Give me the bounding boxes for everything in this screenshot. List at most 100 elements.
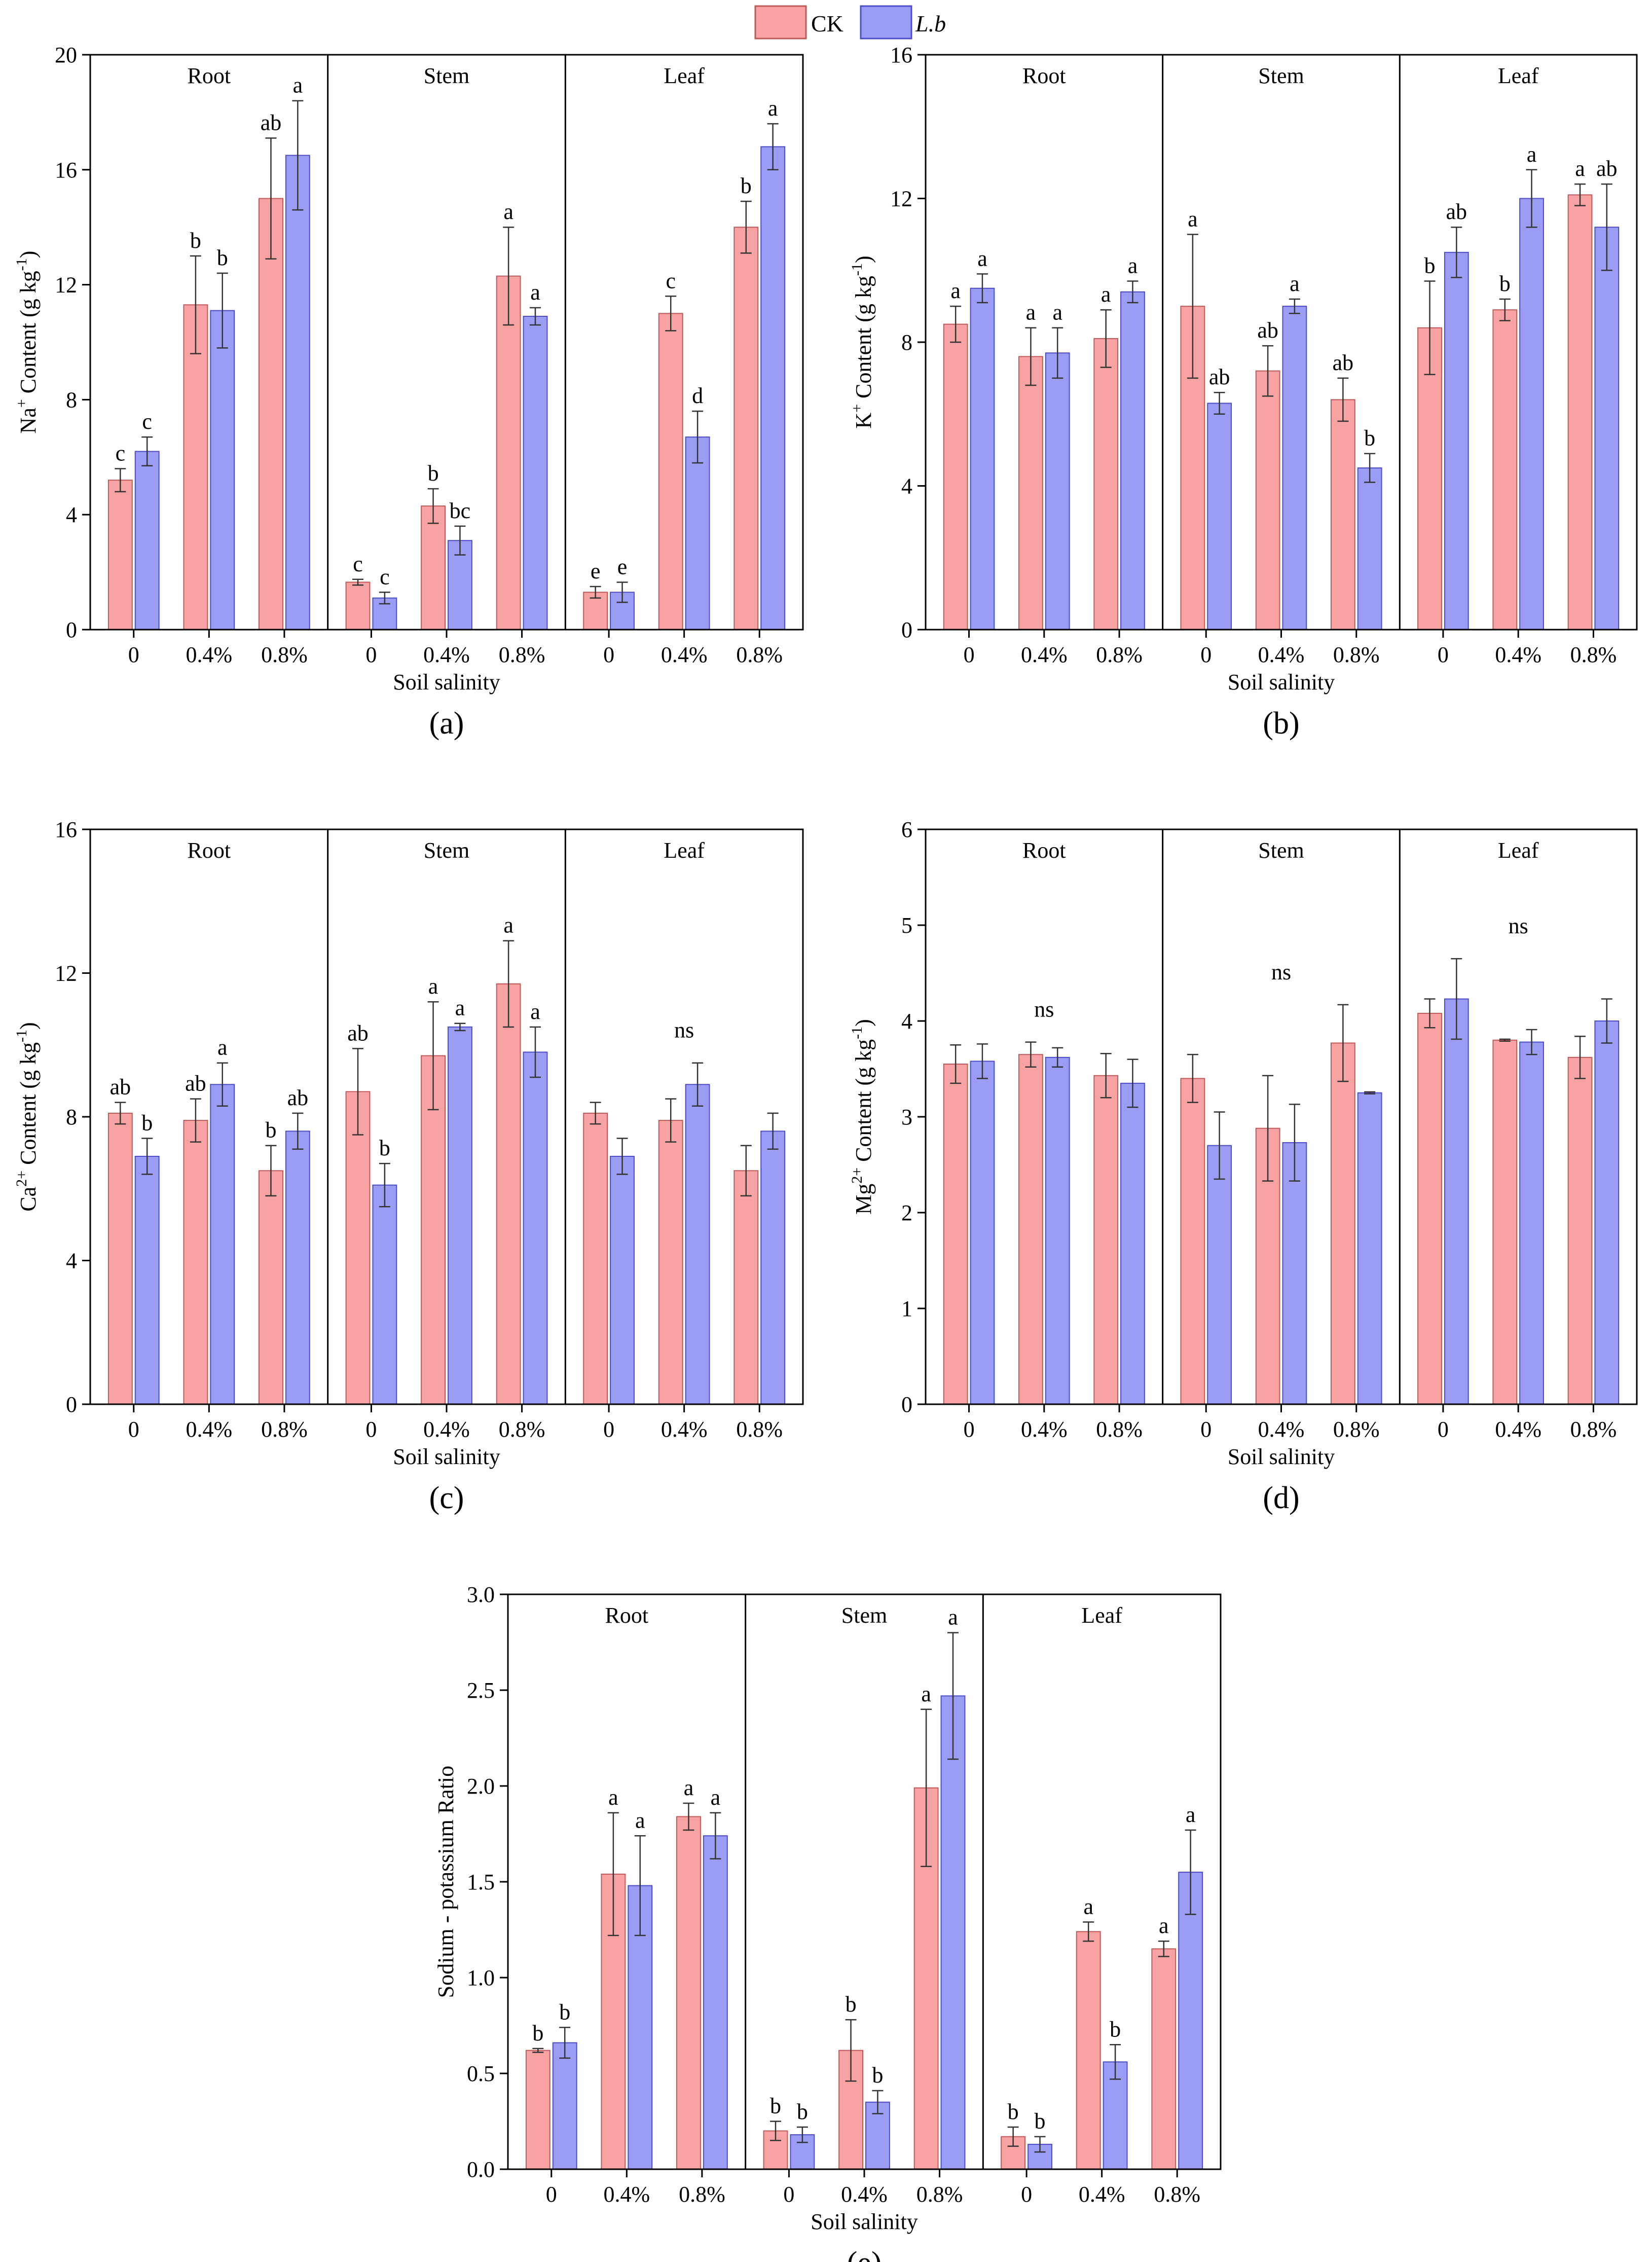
y-tick-label: 4 <box>901 1009 912 1034</box>
significance-letter: a <box>428 974 438 999</box>
bar <box>1093 338 1119 630</box>
y-tick-label: 12 <box>890 187 912 211</box>
x-tick-label: 0.4% <box>186 1417 233 1442</box>
x-tick-label: 0.4% <box>1079 2182 1125 2207</box>
x-tick-label: 0.4% <box>841 2182 888 2207</box>
y-tick-label: 1.5 <box>467 1870 495 1894</box>
y-axis-title-superscript: -1 <box>849 263 865 276</box>
plot-frame <box>89 54 804 631</box>
x-tick-label: 0.8% <box>499 642 545 667</box>
significance-letter: c <box>380 564 390 589</box>
bar <box>107 1112 133 1405</box>
y-tick-label: 1 <box>901 1296 912 1321</box>
bar <box>259 1170 283 1405</box>
significance-letter: ab <box>1257 318 1278 343</box>
group-significance-note: ns <box>1271 960 1291 984</box>
significance-letter: a <box>530 280 540 305</box>
x-tick-label: 0 <box>1200 642 1212 667</box>
legend: CK L.b <box>754 5 946 40</box>
group-label: Stem <box>841 1603 887 1628</box>
x-tick-label: 0.8% <box>1570 642 1617 667</box>
bar <box>733 1170 759 1405</box>
significance-letter: a <box>921 1682 931 1706</box>
bar <box>583 1112 608 1405</box>
x-tick-label: 0 <box>603 642 614 667</box>
bar <box>1076 1931 1101 2170</box>
bar <box>285 1130 310 1405</box>
y-axis-title-part: ) <box>851 256 876 263</box>
y-tick-label: 0 <box>66 617 77 642</box>
y-tick-label: 0 <box>901 1392 912 1417</box>
significance-letter: a <box>950 278 961 303</box>
significance-letter: b <box>217 245 228 270</box>
significance-letter: ab <box>261 110 282 135</box>
bar <box>970 287 995 630</box>
bar <box>523 1051 548 1405</box>
plot-frame <box>925 54 1638 631</box>
bar <box>760 146 786 630</box>
y-tick-label: 0.0 <box>467 2157 495 2182</box>
group-label: Root <box>1022 838 1066 863</box>
bar <box>610 1155 635 1405</box>
group-label: Root <box>605 1603 649 1628</box>
bar <box>1018 1054 1043 1405</box>
significance-letter: b <box>141 1111 153 1136</box>
bar <box>1567 194 1593 631</box>
bar <box>940 1695 966 2170</box>
chart-panel: 0 1 2 3 4 5 6 Root ns 0 0.4% 0.8% Stem ns 0 0.4% 0.8% Lea… <box>849 817 1638 1515</box>
significance-letter: ab <box>347 1020 369 1045</box>
group-label: Stem <box>424 838 469 863</box>
x-tick-label: 0 <box>1438 1417 1449 1442</box>
bar <box>1417 1012 1442 1405</box>
bar <box>285 155 310 630</box>
panel-label: (a) <box>429 706 464 741</box>
significance-letter: c <box>353 552 363 576</box>
group-label: Leaf <box>664 63 705 88</box>
bar <box>1444 251 1469 630</box>
x-tick-label: 0.8% <box>1333 1417 1380 1442</box>
significance-letter: b <box>741 173 752 198</box>
x-tick-label: 0 <box>1021 2182 1032 2207</box>
x-axis-title: Soil salinity <box>393 670 500 695</box>
x-tick-label: 0 <box>783 2182 794 2207</box>
bar <box>1045 352 1070 630</box>
y-tick-label: 8 <box>66 387 77 412</box>
bar <box>1093 1075 1119 1405</box>
bar <box>685 1084 710 1405</box>
significance-letter: b <box>797 2099 808 2124</box>
y-axis-title-part: Mg <box>851 1184 876 1215</box>
bar <box>134 451 160 631</box>
y-tick-label: 1.0 <box>467 1965 495 1990</box>
significance-letter: c <box>142 409 152 434</box>
x-tick-label: 0.4% <box>661 642 708 667</box>
y-tick-label: 12 <box>55 273 77 298</box>
bar <box>210 310 235 630</box>
y-tick-label: 3.0 <box>467 1582 495 1607</box>
significance-letter: e <box>591 559 601 583</box>
bar <box>943 1064 968 1405</box>
bar <box>943 323 968 630</box>
x-tick-label: 0.4% <box>1495 642 1541 667</box>
bar <box>1519 1041 1544 1405</box>
bar <box>1444 998 1469 1405</box>
x-tick-label: 0.8% <box>736 642 783 667</box>
bar <box>183 1120 208 1405</box>
legend-label-ck: CK <box>811 11 843 37</box>
bar <box>345 1091 371 1405</box>
x-tick-label: 0 <box>1200 1417 1212 1442</box>
significance-letter: a <box>217 1035 228 1060</box>
y-tick-label: 20 <box>55 43 77 67</box>
group-label: Leaf <box>1081 1603 1122 1628</box>
x-tick-label: 0.8% <box>1333 642 1380 667</box>
y-tick-label: 4 <box>901 474 912 499</box>
y-axis-title-superscript: + <box>13 399 30 408</box>
x-axis-title: Soil salinity <box>393 1444 500 1469</box>
x-axis-title: Soil salinity <box>1228 1444 1335 1469</box>
bar <box>1207 1145 1232 1405</box>
x-tick-label: 0 <box>1438 642 1449 667</box>
y-axis-title-superscript: -1 <box>849 1027 865 1039</box>
y-axis-title-part: Sodium - potassium Ratio <box>433 1766 458 1998</box>
